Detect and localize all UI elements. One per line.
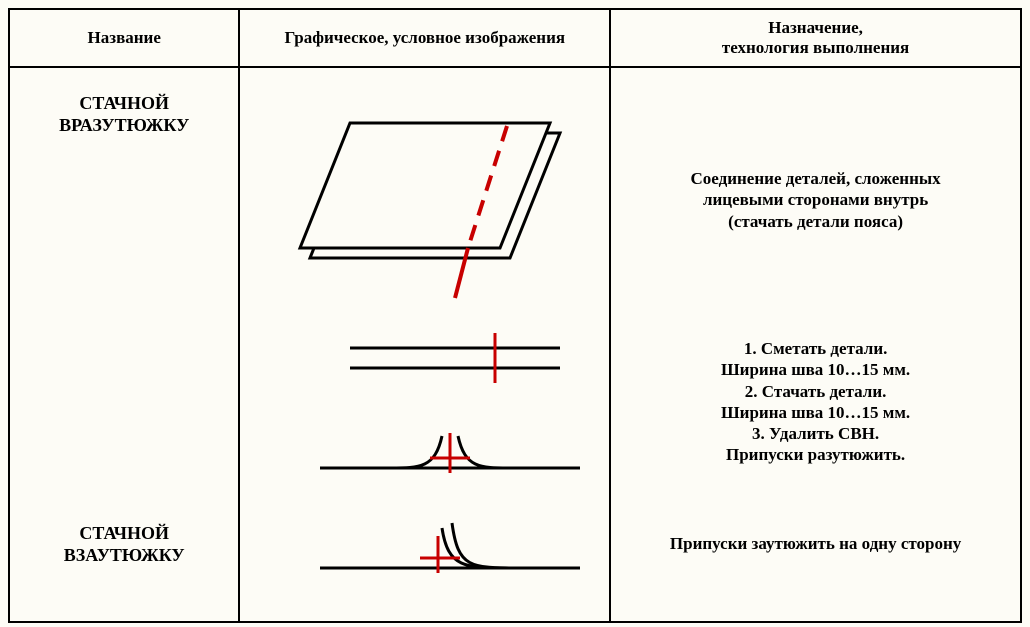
header-graphic: Графическое, условное изображения bbox=[239, 9, 610, 67]
name1-line2: ВРАЗУТЮЖКУ bbox=[59, 115, 189, 135]
header-purpose-line2: технология выполнения bbox=[722, 38, 909, 57]
header-row: Название Графическое, условное изображен… bbox=[9, 9, 1021, 67]
d1l2: лицевыми сторонами внутрь bbox=[703, 190, 928, 209]
seam-diagrams bbox=[240, 68, 606, 619]
flap-inner bbox=[442, 528, 510, 568]
seam-name-1: СТАЧНОЙ ВРАЗУТЮЖКУ bbox=[10, 93, 238, 136]
description-cell: Соединение деталей, сложенных лицевыми с… bbox=[610, 67, 1021, 622]
d3l1: Припуски заутюжить на одну сторону bbox=[670, 534, 961, 553]
name-cell: СТАЧНОЙ ВРАЗУТЮЖКУ СТАЧНОЙ ВЗАУТЮЖКУ bbox=[9, 67, 239, 622]
d2l4: Ширина шва 10…15 мм. bbox=[721, 403, 910, 422]
header-purpose: Назначение, технология выполнения bbox=[610, 9, 1021, 67]
d1l1: Соединение деталей, сложенных bbox=[691, 169, 941, 188]
d2l5: 3. Удалить СВН. bbox=[752, 424, 879, 443]
right-flap bbox=[458, 436, 510, 468]
description-2: 1. Сметать детали. Ширина шва 10…15 мм. … bbox=[611, 338, 1020, 466]
diagram-open-seam bbox=[320, 433, 580, 473]
seam-table: Название Графическое, условное изображен… bbox=[8, 8, 1022, 623]
graphic-cell bbox=[239, 67, 610, 622]
flap-outer bbox=[452, 523, 520, 568]
name2-line2: ВЗАУТЮЖКУ bbox=[64, 545, 185, 565]
left-flap bbox=[390, 436, 442, 468]
header-purpose-line1: Назначение, bbox=[768, 18, 863, 37]
body-row: СТАЧНОЙ ВРАЗУТЮЖКУ СТАЧНОЙ ВЗАУТЮЖКУ bbox=[9, 67, 1021, 622]
description-1: Соединение деталей, сложенных лицевыми с… bbox=[611, 168, 1020, 232]
diagram-parallelogram bbox=[300, 123, 560, 298]
d2l3: 2. Стачать детали. bbox=[745, 382, 887, 401]
d2l2: Ширина шва 10…15 мм. bbox=[721, 360, 910, 379]
header-name: Название bbox=[9, 9, 239, 67]
description-3: Припуски заутюжить на одну сторону bbox=[611, 533, 1020, 554]
name2-line1: СТАЧНОЙ bbox=[79, 523, 169, 543]
d2l1: 1. Сметать детали. bbox=[744, 339, 888, 358]
diagram-oneside-seam bbox=[320, 523, 580, 573]
name1-line1: СТАЧНОЙ bbox=[79, 93, 169, 113]
seam-name-2: СТАЧНОЙ ВЗАУТЮЖКУ bbox=[10, 523, 238, 566]
d2l6: Припуски разутюжить. bbox=[726, 445, 905, 464]
d1l3: (стачать детали пояса) bbox=[728, 212, 903, 231]
diagram-parallel-lines bbox=[350, 333, 560, 383]
